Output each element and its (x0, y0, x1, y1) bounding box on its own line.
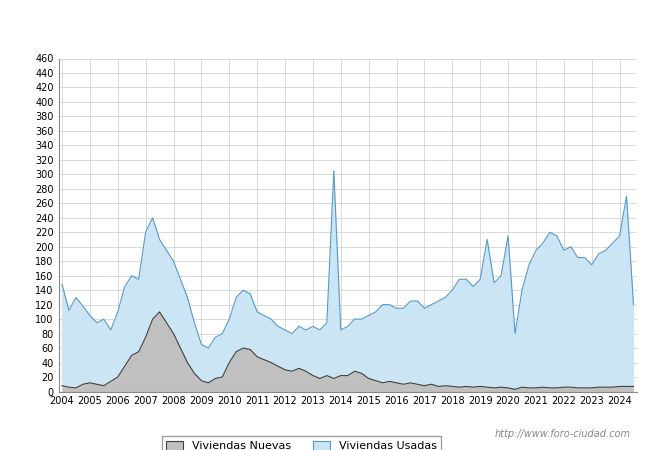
Text: Mairena del Aljarafe - Evolucion del Nº de Transacciones Inmobiliarias: Mairena del Aljarafe - Evolucion del Nº … (93, 18, 557, 31)
Legend: Viviendas Nuevas, Viviendas Usadas: Viviendas Nuevas, Viviendas Usadas (162, 436, 441, 450)
Text: http://www.foro-ciudad.com: http://www.foro-ciudad.com (495, 429, 630, 439)
